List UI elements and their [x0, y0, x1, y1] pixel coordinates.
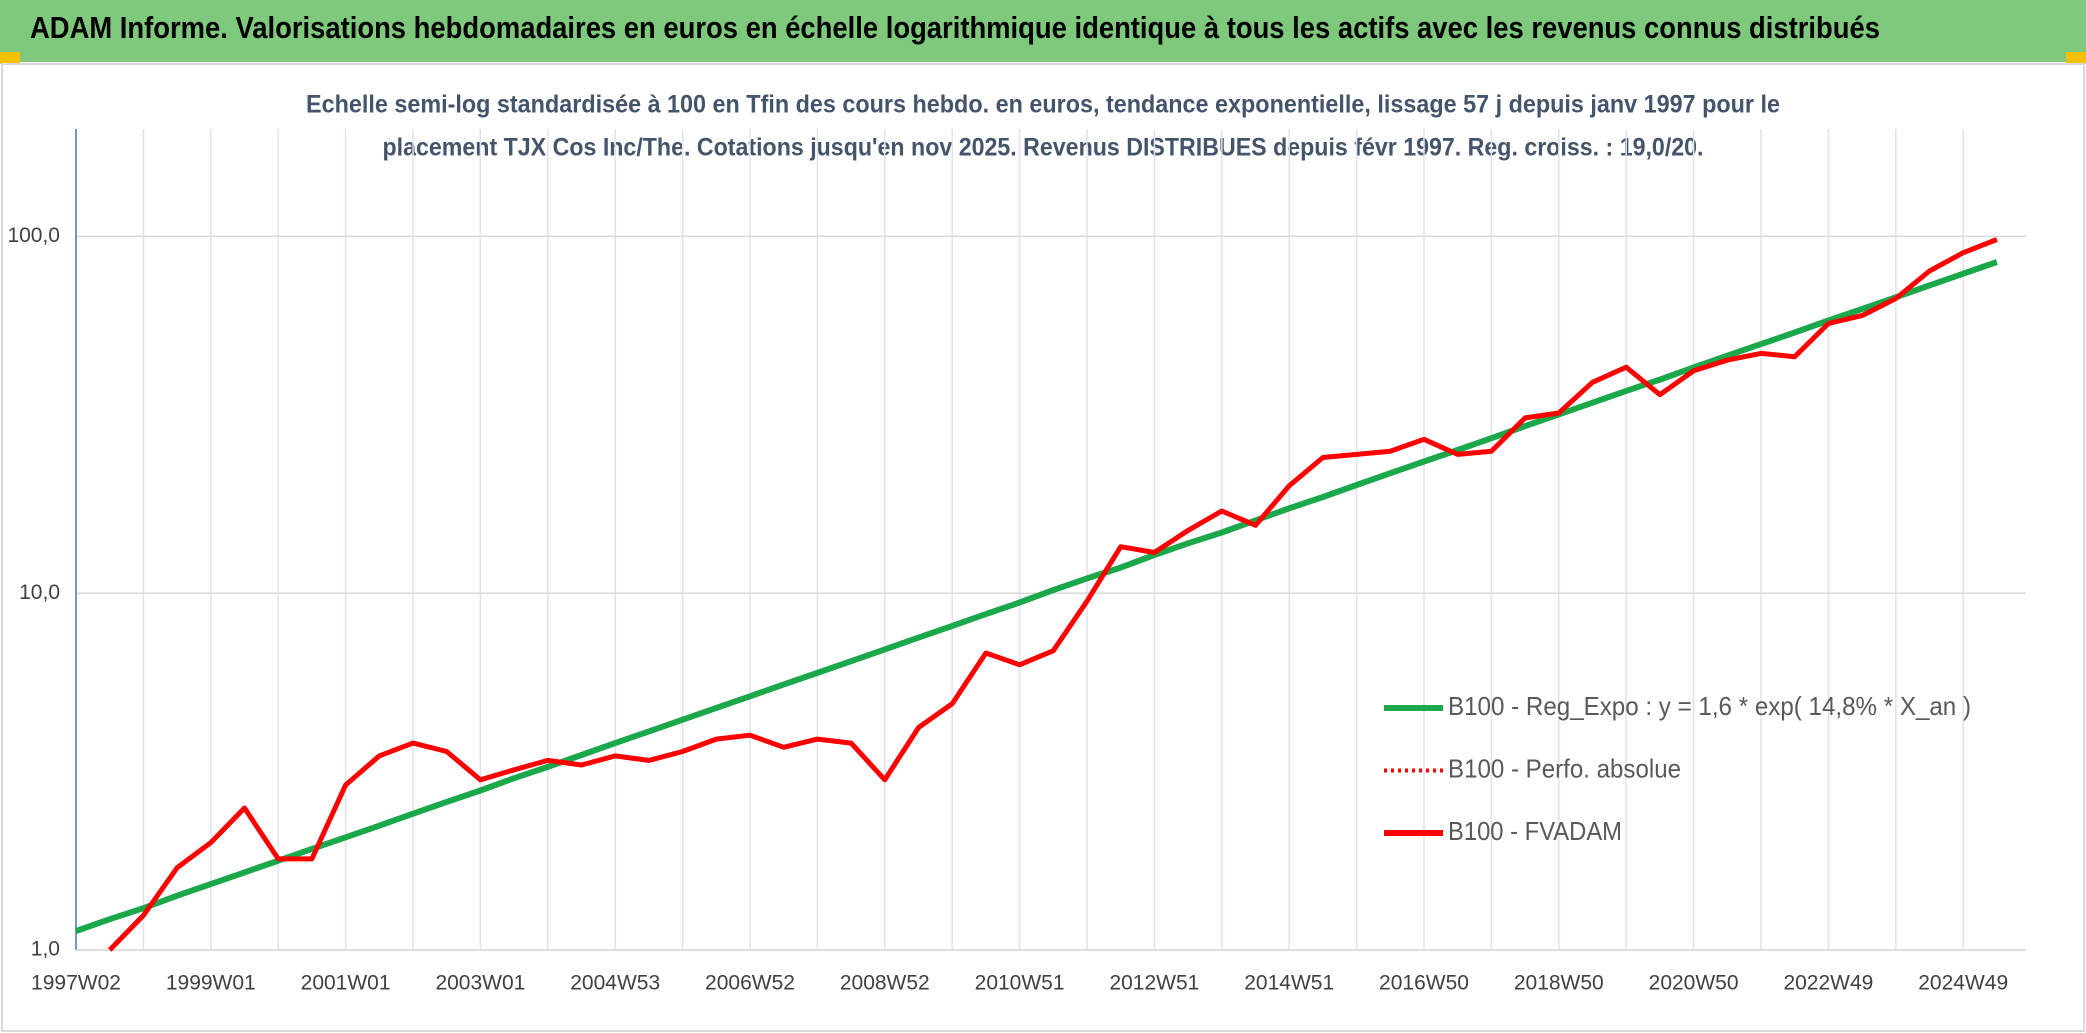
- corner: [0, 52, 20, 64]
- x-tick-label: 2004W53: [570, 972, 660, 995]
- legend-label: B100 - FVADAM: [1448, 816, 1622, 846]
- x-tick-label: 2016W50: [1379, 972, 1469, 995]
- series-line: [107, 237, 1998, 952]
- y-tick-label: 10,0: [19, 581, 60, 604]
- chart-title: ADAM Informe. Valorisations hebdomadaire…: [30, 10, 1880, 45]
- x-tick-label: 2024W49: [1918, 972, 2008, 995]
- x-tick-label: 2010W51: [975, 972, 1065, 995]
- legend-label: B100 - Perfo. absolue: [1448, 753, 1681, 783]
- title-banner: [0, 0, 2086, 62]
- x-tick-label: 1997W02: [31, 972, 121, 995]
- x-tick-label: 2020W50: [1649, 972, 1739, 995]
- chart-subtitle: Echelle semi-log standardisée à 100 en T…: [306, 91, 1780, 119]
- x-tick-label: 2014W51: [1244, 972, 1334, 995]
- corner: [2066, 52, 2086, 64]
- y-tick-label: 100,0: [7, 224, 60, 247]
- x-tick-label: 2001W01: [301, 972, 391, 995]
- chart-frame: [1, 63, 2085, 1032]
- x-tick-label: 2012W51: [1109, 972, 1199, 995]
- chart-subtitle: placement TJX Cos Inc/The. Cotations jus…: [383, 134, 1704, 162]
- x-tick-label: 2018W50: [1514, 972, 1604, 995]
- x-tick-label: 2006W52: [705, 972, 795, 995]
- x-tick-label: 2008W52: [840, 972, 930, 995]
- x-tick-label: 2003W01: [435, 972, 525, 995]
- series-line: [75, 259, 1998, 934]
- x-tick-label: 1999W01: [166, 972, 256, 995]
- legend-label: B100 - Reg_Expo : y = 1,6 * exp( 14,8% *…: [1448, 691, 1971, 721]
- x-tick-label: 2022W49: [1783, 972, 1873, 995]
- y-tick-label: 1,0: [31, 938, 60, 961]
